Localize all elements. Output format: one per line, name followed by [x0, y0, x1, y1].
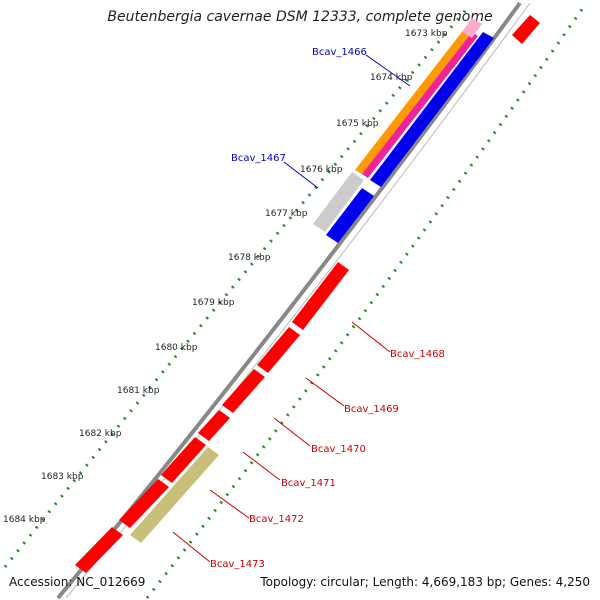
magenta-feature	[362, 32, 478, 178]
tick-label: 1676 kbp	[300, 165, 343, 175]
gene-label-bcav-1472[interactable]: Bcav_1472	[249, 514, 304, 525]
blue-gene-1466	[370, 32, 494, 187]
red-gene-1468	[292, 262, 349, 330]
pink-feature	[462, 18, 482, 38]
tick-label: 1682 kbp	[79, 429, 122, 439]
tick-label: 1674 kbp	[370, 73, 413, 83]
tick-labels: 1673 kbp 1674 kbp 1675 kbp 1676 kbp 1677…	[3, 29, 448, 525]
gene-label-bcav-1466[interactable]: Bcav_1466	[312, 47, 367, 58]
tick-label: 1679 kbp	[192, 298, 235, 308]
red-gene-top	[512, 15, 540, 44]
red-gene-1470	[222, 369, 265, 413]
gene-label-bcav-1469[interactable]: Bcav_1469	[344, 404, 399, 415]
tick-label: 1677 kbp	[265, 209, 308, 219]
gene-label-bcav-1473[interactable]: Bcav_1473	[210, 559, 265, 570]
gene-label-bcav-1470[interactable]: Bcav_1470	[311, 444, 366, 455]
red-gene-1472b	[119, 479, 169, 528]
khaki-feature	[130, 447, 219, 543]
tick-label: 1673 kbp	[405, 29, 448, 39]
outer-dotted-ring	[3, 4, 472, 568]
gene-label-bcav-1468[interactable]: Bcav_1468	[390, 349, 445, 360]
red-gene-1471	[198, 410, 230, 441]
orange-feature	[355, 28, 472, 174]
gene-label-bcav-1467[interactable]: Bcav_1467	[231, 153, 286, 164]
tick-label: 1675 kbp	[336, 119, 379, 129]
grey-feature	[313, 172, 364, 232]
red-gene-1469	[257, 327, 300, 373]
leader-lines	[172, 54, 411, 563]
tick-label: 1683 kbp	[41, 472, 84, 482]
tick-label: 1684 kbp	[3, 515, 46, 525]
tick-label: 1681 kbp	[117, 386, 160, 396]
tick-label: 1678 kbp	[228, 253, 271, 263]
map-title: Beutenbergia cavernae DSM 12333, complet…	[107, 9, 493, 25]
accession-text: Accession: NC_012669	[9, 575, 146, 589]
blue-gene-1467	[326, 188, 374, 243]
red-gene-1473	[75, 527, 123, 573]
tick-label: 1680 kbp	[155, 343, 198, 353]
genome-summary-text: Topology: circular; Length: 4,669,183 bp…	[260, 575, 590, 589]
gene-label-bcav-1471[interactable]: Bcav_1471	[281, 478, 336, 489]
red-gene-1472a	[161, 437, 206, 483]
